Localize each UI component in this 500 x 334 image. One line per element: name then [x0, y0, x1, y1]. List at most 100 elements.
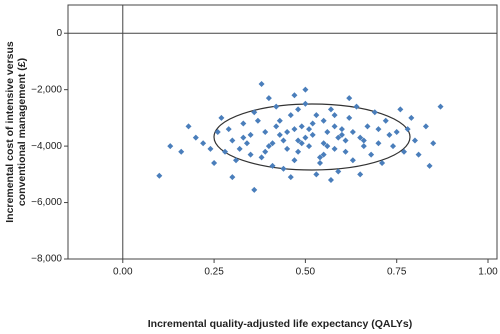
- point: [291, 126, 298, 133]
- x-axis-title: Incremental quality-adjusted life expect…: [148, 318, 413, 330]
- point: [229, 137, 236, 144]
- point: [291, 92, 298, 99]
- point: [284, 129, 291, 135]
- point: [287, 174, 294, 181]
- point: [375, 126, 382, 133]
- point: [265, 143, 272, 150]
- point: [382, 117, 389, 124]
- point: [327, 176, 334, 183]
- point: [262, 148, 269, 155]
- point: [331, 112, 338, 119]
- point: [295, 106, 302, 113]
- point: [295, 148, 302, 155]
- point: [200, 140, 207, 147]
- point: [295, 137, 302, 144]
- point: [353, 103, 360, 110]
- point: [247, 131, 254, 138]
- y-tick-label: −8,000: [31, 254, 62, 265]
- point: [371, 109, 378, 116]
- point: [331, 123, 338, 130]
- point: [357, 171, 364, 178]
- point: [320, 151, 327, 158]
- point: [331, 145, 338, 152]
- point: [273, 103, 280, 110]
- point: [302, 100, 309, 107]
- point: [320, 140, 327, 147]
- point: [342, 148, 349, 155]
- point: [375, 140, 382, 147]
- point: [415, 151, 422, 158]
- point: [401, 148, 407, 155]
- point: [360, 137, 367, 144]
- point: [411, 137, 418, 144]
- point: [346, 95, 353, 102]
- point: [167, 143, 174, 150]
- point: [240, 120, 247, 127]
- y-tick-label: 0: [56, 28, 62, 39]
- point: [404, 126, 411, 133]
- point: [276, 117, 283, 124]
- point: [437, 103, 444, 110]
- point: [298, 140, 305, 147]
- point: [408, 114, 415, 121]
- point: [349, 157, 356, 164]
- point: [357, 134, 364, 141]
- y-tick-label: −6,000: [31, 197, 62, 208]
- point: [192, 134, 199, 141]
- point: [258, 81, 265, 88]
- point: [317, 154, 323, 161]
- point: [306, 126, 313, 133]
- point: [346, 114, 353, 121]
- point: [335, 168, 342, 175]
- point: [222, 148, 229, 155]
- point: [313, 171, 320, 178]
- point: [178, 148, 185, 155]
- point: [280, 165, 287, 172]
- y-axis-title: Incremental cost of intensive versus: [4, 41, 16, 223]
- point: [258, 154, 265, 161]
- point: [430, 140, 437, 147]
- point: [364, 123, 371, 130]
- point: [269, 140, 276, 147]
- point: [214, 129, 221, 135]
- point: [309, 120, 316, 127]
- point: [207, 145, 214, 152]
- point: [276, 131, 283, 138]
- point: [324, 143, 331, 150]
- point: [302, 86, 309, 93]
- point: [338, 131, 345, 138]
- point: [422, 123, 429, 130]
- point: [273, 123, 280, 130]
- point: [338, 126, 345, 133]
- point: [243, 140, 250, 147]
- point: [240, 134, 247, 141]
- point: [156, 172, 163, 179]
- point: [317, 160, 323, 167]
- point: [324, 129, 331, 135]
- point: [262, 129, 269, 135]
- point: [265, 95, 272, 102]
- point: [306, 143, 313, 150]
- point: [302, 134, 309, 141]
- point: [342, 137, 349, 144]
- point: [284, 145, 291, 152]
- point: [298, 123, 305, 130]
- y-tick-label: −2,000: [31, 84, 62, 95]
- point: [360, 143, 367, 150]
- point: [393, 129, 400, 135]
- point: [379, 160, 386, 167]
- y-axis-title: conventional management (£): [16, 58, 28, 206]
- plot-frame: [67, 4, 498, 260]
- point: [211, 160, 218, 167]
- point: [368, 151, 375, 158]
- x-tick-label: 0.50: [296, 267, 316, 278]
- x-tick-label: 0.25: [204, 267, 224, 278]
- x-tick-label: 1.00: [478, 267, 498, 278]
- point: [254, 117, 261, 124]
- point: [229, 174, 236, 181]
- point: [251, 186, 258, 193]
- point: [313, 112, 320, 119]
- point: [320, 117, 327, 124]
- point: [218, 114, 225, 121]
